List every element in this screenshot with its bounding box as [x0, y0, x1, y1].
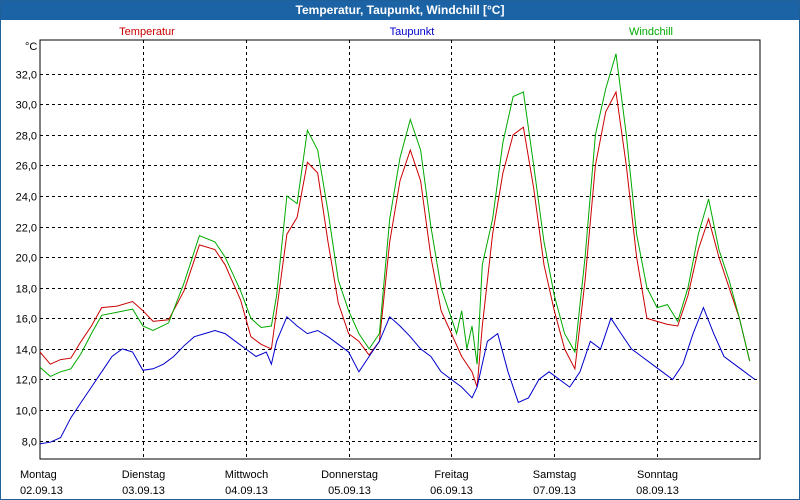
y-tick-label: 18,0 — [16, 284, 37, 296]
x-tick-day: Samstag — [533, 469, 576, 481]
x-tick-day: Donnerstag — [321, 469, 378, 481]
x-tick-date: 05.09.13 — [328, 485, 371, 497]
series-line-taupunkt — [39, 306, 756, 445]
x-tick-date: 04.09.13 — [225, 485, 268, 497]
y-tick-label: 26,0 — [16, 161, 37, 173]
legend-windchill: Windchill — [629, 26, 673, 38]
y-tick-label: 12,0 — [16, 375, 37, 387]
y-tick-label: 24,0 — [16, 192, 37, 204]
plot-frame — [39, 39, 761, 460]
series-line-windchill — [39, 53, 751, 377]
x-tick-date: 02.09.13 — [20, 485, 63, 497]
x-tick-date: 07.09.13 — [533, 485, 576, 497]
y-tick-label: 14,0 — [16, 345, 37, 357]
x-tick-date: 06.09.13 — [430, 485, 473, 497]
x-tick-date: 03.09.13 — [122, 485, 165, 497]
y-tick-label: 22,0 — [16, 223, 37, 235]
x-tick-day: Sonntag — [637, 469, 678, 481]
y-tick-label: 28,0 — [16, 131, 37, 143]
y-tick-label: 16,0 — [16, 314, 37, 326]
x-tick-day: Dienstag — [122, 469, 165, 481]
y-tick-label: 30,0 — [16, 100, 37, 112]
window-title: Temperatur, Taupunkt, Windchill [°C] — [1, 1, 799, 20]
x-tick-day: Mittwoch — [225, 469, 268, 481]
legend-taupunkt: Taupunkt — [390, 26, 435, 38]
legend-temperatur: Temperatur — [119, 26, 175, 38]
chart-area: 8,0 10,0 12,0 14,0 16,0 18,0 20,0 22,0 24,0 26,0 2… — [16, 26, 761, 497]
y-tick-label: 8,0 — [22, 437, 37, 449]
y-tick-label: 10,0 — [16, 406, 37, 418]
x-tick-date: 08.09.13 — [636, 485, 679, 497]
y-axis-unit: °C — [25, 41, 37, 53]
y-tick-label: 32,0 — [16, 70, 37, 82]
x-tick-day: Montag — [20, 469, 57, 481]
x-tick-day: Freitag — [434, 469, 468, 481]
y-tick-label: 20,0 — [16, 253, 37, 265]
